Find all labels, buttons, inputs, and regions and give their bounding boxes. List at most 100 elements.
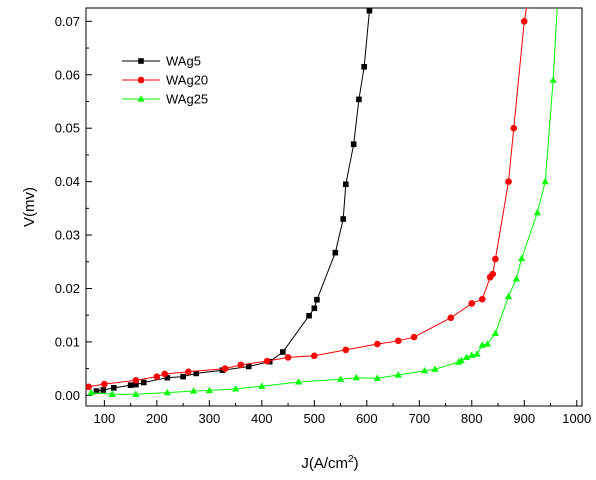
data-point [410, 333, 418, 341]
legend-label: WAg20 [166, 73, 208, 88]
data-point [294, 378, 303, 385]
data-point [284, 354, 292, 361]
data-point [93, 388, 100, 394]
data-point [394, 371, 402, 378]
data-point [340, 216, 346, 222]
data-point [280, 349, 286, 355]
x-axis: 100 200 300 400 500 600 700 800 900 1000 [94, 400, 591, 426]
data-point [541, 177, 549, 185]
legend-marker [138, 58, 144, 64]
plot-area-frame [85, 7, 583, 407]
x-tick-label: 800 [461, 411, 483, 426]
data-point [492, 255, 499, 263]
data-point [311, 352, 318, 360]
data-point [350, 141, 357, 148]
data-point [510, 124, 518, 132]
series-wag20 [86, 8, 529, 391]
data-point [193, 370, 200, 377]
data-point [473, 350, 481, 357]
data-point [189, 387, 198, 394]
x-tick-label: 700 [408, 411, 430, 426]
series-wag25 [87, 2, 561, 397]
data-point [352, 373, 360, 381]
y-tick-label: 0.00 [55, 388, 80, 403]
data-point [127, 382, 134, 388]
x-tick-label: 300 [198, 411, 220, 426]
data-point [524, 8, 529, 9]
data-point [356, 96, 362, 103]
x-axis-title-sup: 2 [348, 454, 354, 465]
data-point [518, 254, 526, 262]
x-tick-label: 100 [94, 411, 116, 426]
data-point [457, 356, 465, 364]
legend-item: WAg5 [122, 54, 201, 69]
series-wag5 [93, 8, 373, 394]
legend-marker [137, 95, 145, 102]
x-axis-title-tail: ) [354, 455, 359, 472]
data-point [342, 346, 350, 354]
legend-item: WAg20 [122, 73, 208, 88]
data-point [374, 340, 381, 348]
data-point [533, 208, 541, 216]
data-point [132, 377, 140, 384]
data-point [520, 18, 528, 25]
data-point [489, 270, 497, 278]
data-point [87, 388, 95, 396]
legend-marker [137, 76, 145, 84]
data-point [237, 361, 245, 369]
x-tick-label: 500 [303, 411, 325, 426]
data-point [205, 386, 213, 394]
y-tick-label: 0.03 [55, 228, 80, 243]
data-point [512, 275, 520, 282]
data-point [504, 292, 513, 300]
data-point [86, 383, 92, 391]
data-point [361, 63, 367, 70]
data-point [132, 390, 140, 397]
y-tick-label: 0.02 [55, 281, 80, 296]
data-point [336, 375, 345, 382]
data-point [505, 178, 512, 185]
data-point [314, 296, 320, 303]
data-point [483, 340, 492, 347]
x-axis-title: J(A/cm2) [301, 454, 358, 472]
y-tick-label: 0.05 [55, 121, 80, 136]
data-point [140, 379, 147, 386]
y-tick-label: 0.01 [55, 334, 80, 349]
y-axis-title: V(mv) [21, 187, 38, 227]
legend-label: WAg25 [166, 92, 208, 107]
y-axis: 0.00 0.01 0.02 0.03 0.04 0.05 0.06 0.07 [55, 14, 92, 403]
x-tick-label: 200 [146, 411, 168, 426]
data-point [478, 295, 486, 303]
y-tick-label: 0.04 [55, 174, 80, 189]
series-layer [86, 2, 561, 397]
data-point [161, 370, 169, 378]
legend: WAg5 WAg20 WAg25 [122, 54, 208, 107]
data-point [164, 374, 171, 381]
data-point [343, 181, 349, 188]
series-line [91, 8, 558, 395]
data-point [373, 374, 381, 381]
data-point [468, 351, 476, 358]
data-point [101, 380, 108, 388]
legend-label: WAg5 [166, 54, 201, 69]
data-point [447, 314, 455, 322]
data-point [306, 312, 312, 319]
data-point [163, 388, 171, 396]
data-point [554, 2, 561, 8]
legend-item: WAg25 [122, 92, 208, 107]
y-tick-label: 0.07 [55, 14, 80, 29]
data-point [420, 366, 429, 374]
data-point [263, 357, 271, 365]
series-line [88, 8, 527, 388]
data-point [462, 353, 471, 360]
x-tick-label: 600 [356, 411, 378, 426]
data-point [111, 385, 117, 391]
data-point [133, 381, 139, 388]
data-point [108, 390, 116, 397]
data-point [245, 363, 252, 370]
data-point [491, 329, 499, 336]
data-point [394, 337, 402, 345]
data-point [153, 373, 161, 380]
